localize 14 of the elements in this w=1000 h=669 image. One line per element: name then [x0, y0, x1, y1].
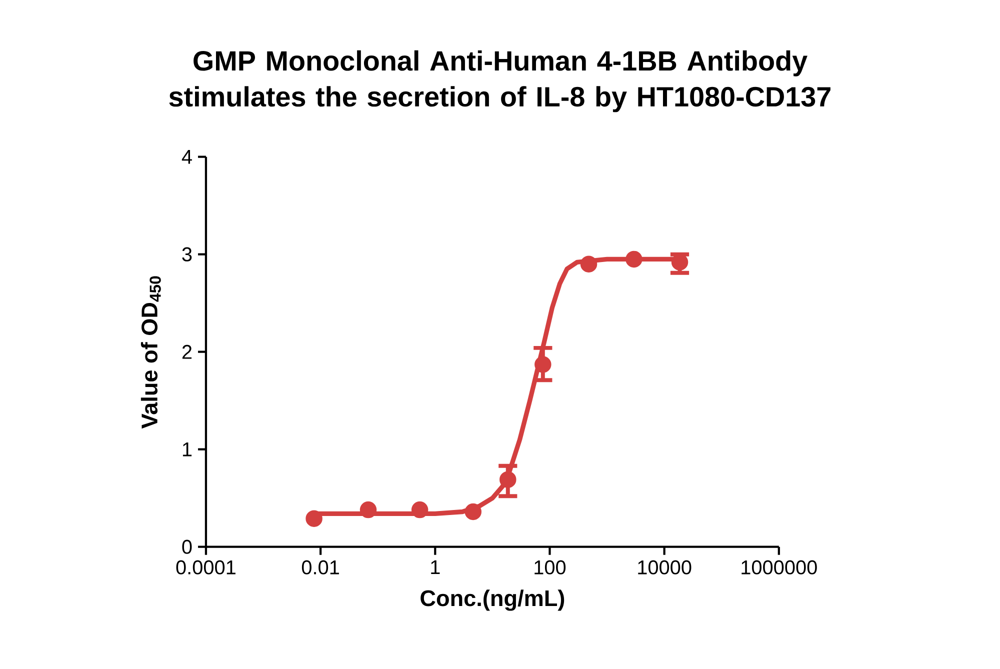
- x-tick-label: 0.0001: [176, 560, 236, 574]
- x-axis-title: Conc.(ng/mL): [420, 590, 564, 611]
- chart-title: GMP Monoclonal Anti-Human 4-1BB Antibody stimulates the secretion of IL-8 by HT1080-CD137: [169, 50, 830, 112]
- x-tick-label: 10000: [638, 560, 692, 574]
- y-tick-label: 3: [182, 247, 192, 262]
- x-tick-label: 1: [431, 560, 440, 574]
- x-tick-label: 1000000: [742, 560, 817, 574]
- y-axis-title: Value of OD$_{450}$: [140, 276, 161, 429]
- x-tick-label: 0.01: [302, 560, 339, 574]
- y-tick-label: 4: [182, 150, 192, 164]
- y-tick-label: 2: [182, 344, 192, 359]
- y-tick-label: 0: [182, 540, 192, 554]
- y-tick-label: 1: [182, 442, 192, 456]
- x-tick-label: 100: [534, 560, 566, 574]
